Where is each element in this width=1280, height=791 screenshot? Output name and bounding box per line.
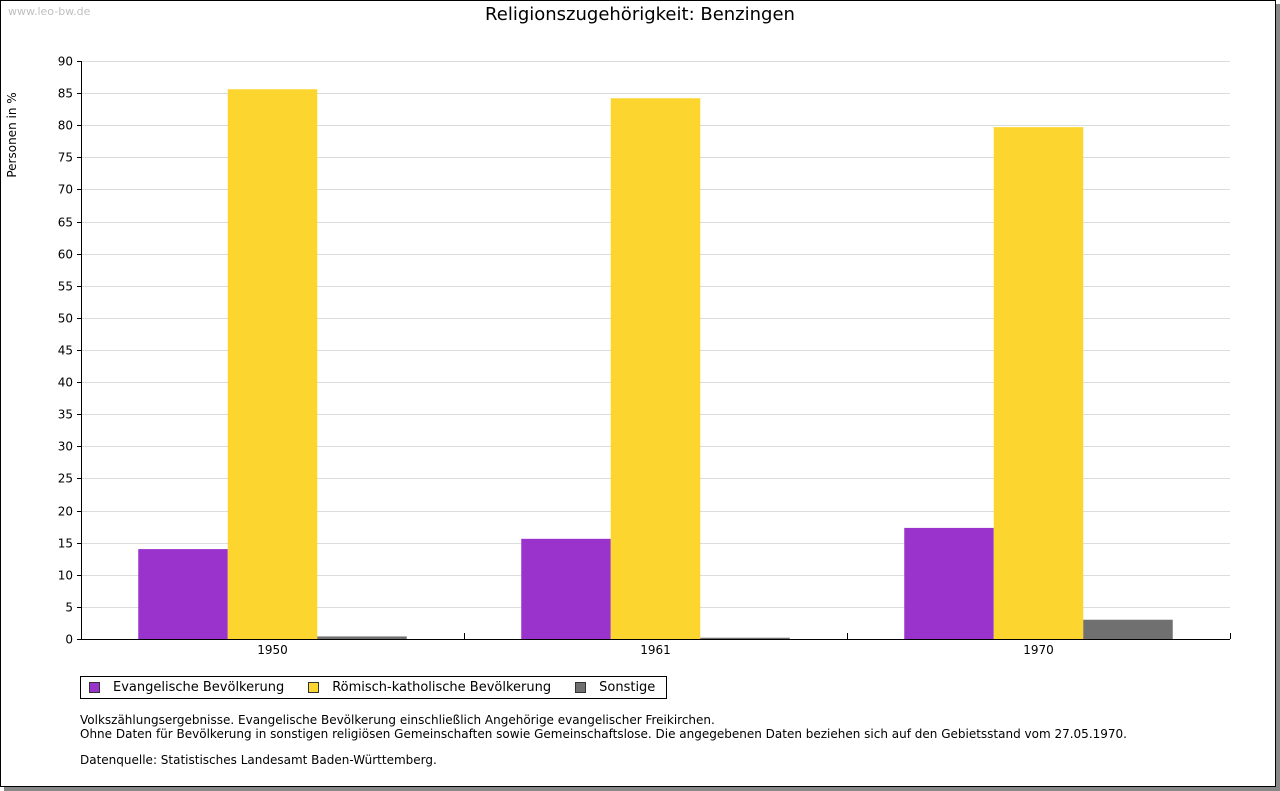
bar-rmisch-katholische-1961 [610, 98, 701, 639]
note-line-1: Volkszählungsergebnisse. Evangelische Be… [80, 713, 715, 727]
chart-title: Religionszugehörigkeit: Benzingen [485, 4, 795, 25]
data-source: Datenquelle: Statistisches Landesamt Bad… [80, 753, 437, 767]
y-tick-label: 80 [58, 119, 73, 133]
y-tick-label: 10 [58, 569, 73, 583]
y-tick-label: 0 [65, 633, 73, 647]
bar-sonstige-1970 [1083, 619, 1173, 639]
y-tick-label: 20 [58, 505, 73, 519]
bar-sonstige-1950 [317, 636, 407, 639]
legend-swatch [575, 682, 587, 693]
chart-notes: Volkszählungsergebnisse. Evangelische Be… [80, 713, 1127, 767]
y-tick-label: 85 [58, 87, 73, 101]
legend-swatch [308, 682, 320, 693]
legend-item-sonstige: Sonstige [575, 680, 655, 695]
y-tick-label: 35 [58, 408, 73, 422]
legend-swatch [89, 682, 100, 693]
y-tick-label: 55 [58, 280, 73, 294]
legend-label: Römisch-katholische Bevölkerung [332, 680, 552, 695]
y-tick-label: 50 [58, 312, 73, 326]
y-tick-label: 25 [58, 472, 73, 486]
legend-item-katholisch: Römisch-katholische Bevölkerung [308, 680, 551, 695]
bar-evangelische-1970 [904, 527, 994, 639]
y-tick-label: 5 [65, 601, 73, 615]
note-line-2: Ohne Daten für Bevölkerung in sonstigen … [80, 727, 1127, 741]
legend-label: Sonstige [599, 680, 656, 695]
y-tick-label: 40 [58, 376, 73, 390]
watermark: www.leo-bw.de [8, 5, 91, 18]
y-tick-label: 30 [58, 440, 73, 454]
y-tick-label: 45 [58, 344, 73, 358]
y-tick-label: 65 [58, 216, 73, 230]
y-tick-label: 15 [58, 537, 73, 551]
bar-rmisch-katholische-1970 [993, 127, 1084, 639]
bar-chart: 0 5 10 15 20 25 30 35 40 45 50 55 60 65 70 75 80 85 90 Pers… [5, 55, 1231, 657]
y-tick-label: 90 [58, 55, 73, 69]
x-tick-label: 1970 [1023, 643, 1054, 657]
bar-evangelische-1961 [521, 538, 611, 639]
legend-label: Evangelische Bevölkerung [113, 680, 285, 695]
bar-sonstige-1961 [700, 637, 790, 639]
y-tick-label: 60 [58, 248, 73, 262]
x-tick-label: 1961 [640, 643, 671, 657]
x-tick-label: 1950 [257, 643, 288, 657]
bar-rmisch-katholische-1950 [227, 89, 318, 640]
y-axis-label: Personen in % [5, 92, 19, 177]
legend: Evangelische Bevölkerung Römisch-katholi… [80, 676, 668, 699]
y-tick-label: 75 [58, 151, 73, 165]
y-tick-label: 70 [58, 183, 73, 197]
bar-evangelische-1950 [138, 549, 228, 639]
legend-item-evangelisch: Evangelische Bevölkerung [89, 680, 284, 695]
